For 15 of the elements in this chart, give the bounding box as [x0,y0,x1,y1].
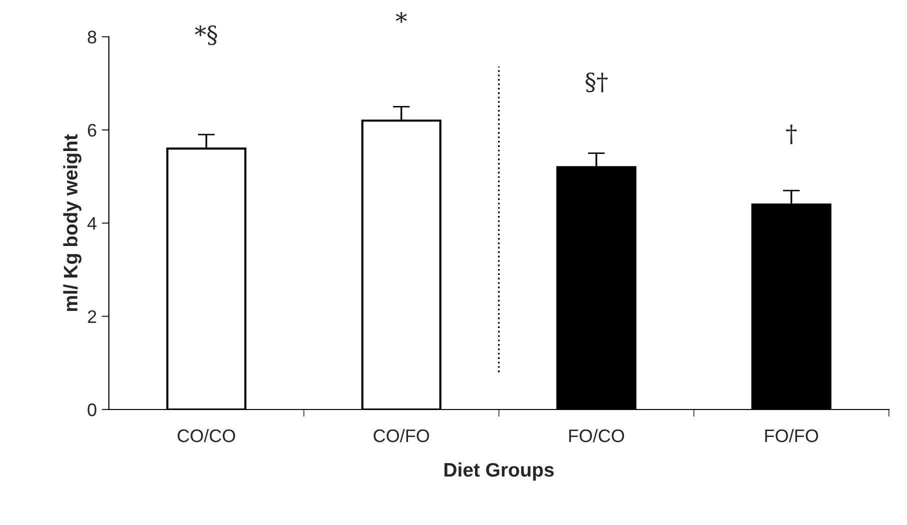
x-tick-label: CO/FO [374,428,430,442]
annotation: §† [586,72,608,92]
y-tick-label: 0 [88,403,96,416]
text: * [396,12,407,23]
x-axis-title: Diet Groups [444,462,554,481]
x-tick-label: CO/CO [178,428,236,442]
annotation: † [786,124,797,144]
y-axis-title: ml/ Kg body weight [63,134,82,311]
y-tick-label: 8 [88,30,96,44]
y-tick-label: 6 [88,124,96,137]
y-tick-label: 2 [88,310,96,323]
x-tick-label: FO/FO [765,428,818,442]
annotation: *§ [194,25,218,46]
x-tick-label: FO/CO [569,428,624,442]
y-tick-label: 4 [87,217,97,230]
